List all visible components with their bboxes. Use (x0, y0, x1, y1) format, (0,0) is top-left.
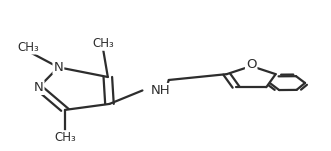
Text: CH₃: CH₃ (92, 37, 114, 50)
Text: CH₃: CH₃ (54, 131, 76, 144)
Text: O: O (246, 58, 257, 71)
Text: N: N (54, 61, 63, 74)
Text: CH₃: CH₃ (18, 41, 40, 54)
Text: N: N (34, 81, 43, 94)
Text: NH: NH (151, 84, 170, 97)
